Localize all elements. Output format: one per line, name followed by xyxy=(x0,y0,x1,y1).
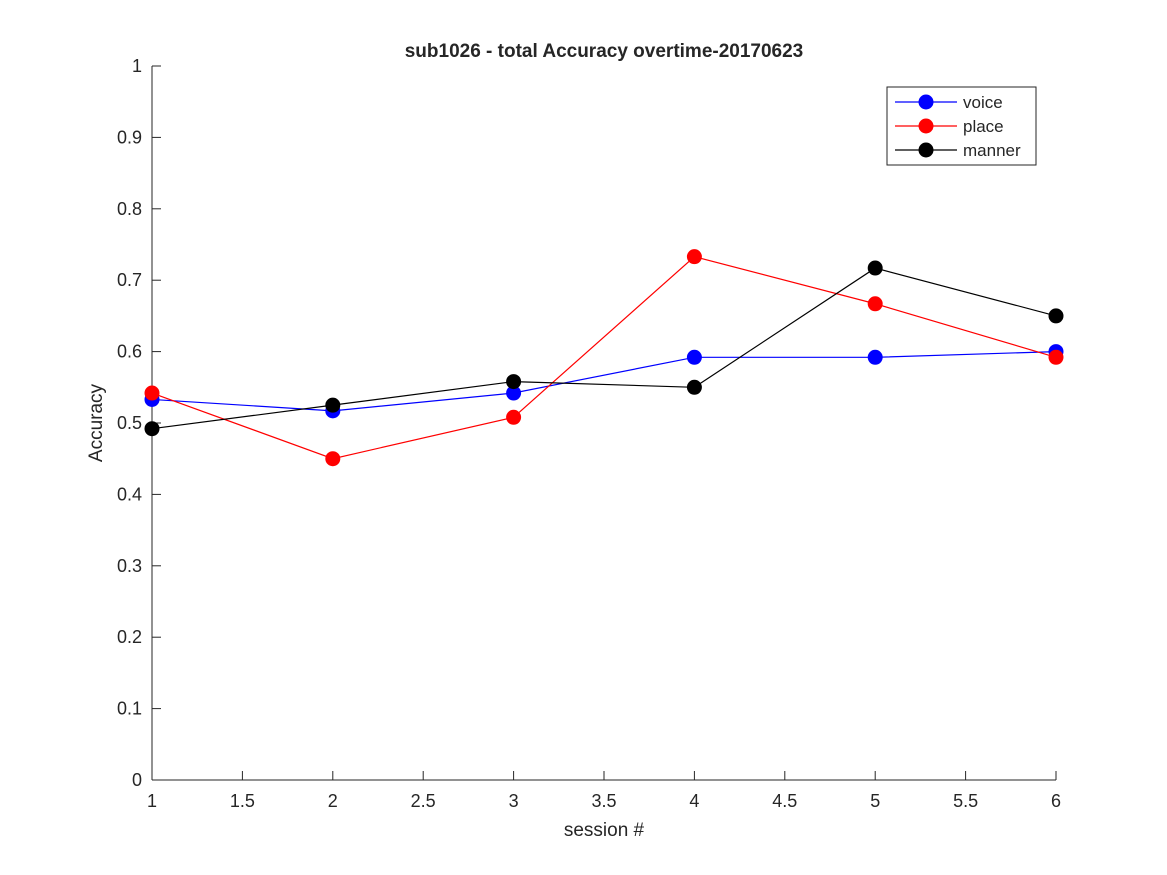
series-line-place xyxy=(151,255,1057,460)
data-point-place xyxy=(325,451,341,467)
x-tick-label: 2.5 xyxy=(411,791,436,811)
y-tick-label: 0.2 xyxy=(117,627,142,647)
data-point-manner xyxy=(867,260,883,276)
y-tick-label: 0.3 xyxy=(117,556,142,576)
data-point-manner xyxy=(506,374,522,390)
x-tick-label: 1.5 xyxy=(230,791,255,811)
y-tick-label: 0.8 xyxy=(117,199,142,219)
data-point-place xyxy=(144,385,160,401)
data-point-place xyxy=(686,249,702,265)
y-ticks: 0 0.1 0.2 0.3 0.4 0.5 0.6 0.7 0.8 0.9 1 xyxy=(117,56,161,790)
y-tick-label: 0.7 xyxy=(117,270,142,290)
legend: voice place manner xyxy=(886,86,1037,166)
data-point-voice xyxy=(686,349,702,365)
data-point-manner xyxy=(144,421,160,437)
x-tick-label: 2 xyxy=(328,791,338,811)
legend-entry-voice: voice xyxy=(895,93,1003,112)
series-manner xyxy=(144,260,1064,437)
series-place xyxy=(144,249,1064,467)
data-point-place xyxy=(506,409,522,425)
x-tick-label: 5 xyxy=(870,791,880,811)
legend-label: manner xyxy=(963,141,1021,160)
data-point-voice xyxy=(867,349,883,365)
x-tick-label: 5.5 xyxy=(953,791,978,811)
x-tick-label: 4.5 xyxy=(772,791,797,811)
legend-marker xyxy=(918,118,934,134)
x-tick-label: 3 xyxy=(509,791,519,811)
legend-label: voice xyxy=(963,93,1003,112)
chart-title: sub1026 - total Accuracy overtime-201706… xyxy=(405,41,804,62)
x-tick-label: 1 xyxy=(147,791,157,811)
data-point-manner xyxy=(1048,308,1064,324)
legend-marker xyxy=(918,94,934,110)
y-tick-label: 0.9 xyxy=(117,127,142,147)
legend-entry-place: place xyxy=(895,117,1004,136)
legend-entry-manner: manner xyxy=(895,141,1021,160)
x-tick-label: 3.5 xyxy=(591,791,616,811)
data-point-manner xyxy=(686,379,702,395)
data-point-place xyxy=(1048,349,1064,365)
y-tick-label: 0.4 xyxy=(117,484,142,504)
legend-marker xyxy=(918,142,934,158)
y-tick-label: 0.6 xyxy=(117,342,142,362)
y-tick-label: 0 xyxy=(132,770,142,790)
legend-label: place xyxy=(963,117,1004,136)
series-line-manner xyxy=(151,267,1057,430)
y-tick-label: 0.5 xyxy=(117,413,142,433)
x-axis-label: session # xyxy=(564,820,645,841)
data-point-place xyxy=(867,296,883,312)
series-layer xyxy=(144,249,1064,467)
data-point-manner xyxy=(325,397,341,413)
x-tick-label: 4 xyxy=(689,791,699,811)
y-axis-label: Accuracy xyxy=(86,383,107,462)
x-ticks: 1 1.5 2 2.5 3 3.5 4 4.5 5 5.5 6 xyxy=(147,771,1061,811)
y-tick-label: 0.1 xyxy=(117,699,142,719)
x-tick-label: 6 xyxy=(1051,791,1061,811)
y-tick-label: 1 xyxy=(132,56,142,76)
